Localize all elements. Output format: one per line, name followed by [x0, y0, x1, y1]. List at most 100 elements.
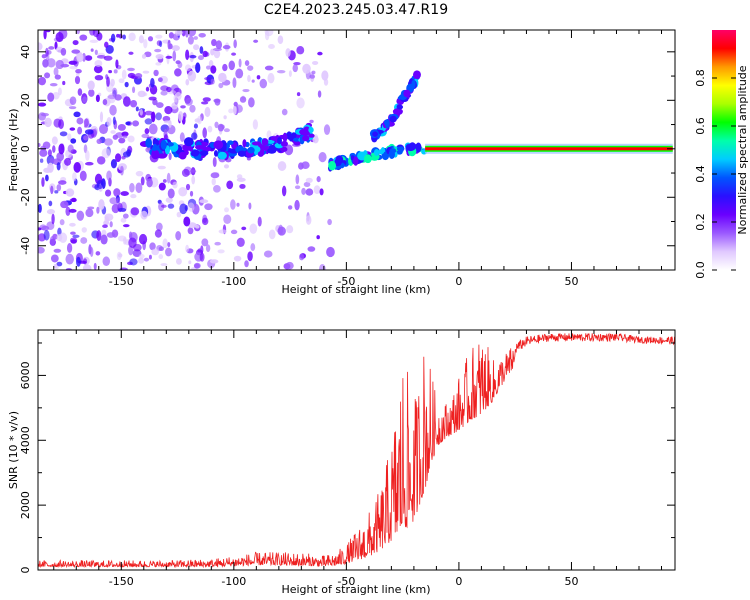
noise-blob	[223, 214, 232, 225]
snr-x-tick-label: -150	[109, 575, 134, 588]
colorbar-tick-label: 0.4	[694, 165, 707, 183]
noise-blob	[118, 207, 127, 212]
noise-blob	[38, 102, 47, 107]
noise-blob	[152, 98, 158, 106]
noise-blob	[116, 197, 121, 208]
noise-blob	[202, 97, 211, 102]
spectrogram-frame	[37, 29, 676, 271]
trace-blob	[247, 146, 255, 154]
noise-blob	[73, 162, 81, 173]
snr-y-tick-label: 0	[19, 567, 32, 574]
noise-blob	[321, 70, 329, 81]
noise-blob	[188, 260, 192, 265]
snr-plot-area	[38, 330, 675, 570]
noise-blob	[202, 50, 208, 58]
noise-blob	[247, 74, 251, 83]
noise-blob	[199, 252, 205, 262]
noise-blob	[64, 157, 72, 166]
noise-blob	[128, 51, 134, 55]
noise-blob	[162, 115, 171, 122]
noise-blob	[117, 123, 126, 131]
noise-blob	[143, 257, 150, 262]
noise-blob	[183, 216, 191, 227]
noise-blob	[135, 106, 139, 112]
noise-blob	[60, 47, 67, 56]
noise-blob	[76, 30, 81, 35]
noise-blob	[52, 145, 56, 153]
noise-blob	[130, 194, 137, 199]
noise-blob	[185, 97, 193, 106]
noise-blob	[38, 227, 42, 231]
noise-blob	[58, 119, 64, 130]
trace-blob	[237, 150, 247, 157]
noise-blob	[248, 202, 252, 210]
noise-blob	[187, 202, 195, 212]
noise-blob	[65, 188, 75, 197]
noise-blob	[151, 248, 160, 256]
trace-blob	[194, 144, 205, 150]
noise-blob	[286, 225, 294, 234]
noise-blob	[73, 111, 81, 118]
noise-blob	[224, 207, 229, 213]
noise-blob	[244, 260, 249, 268]
trace-blob	[145, 138, 153, 148]
noise-blob	[162, 238, 168, 249]
noise-blob	[45, 30, 51, 33]
noise-blob	[257, 216, 262, 227]
noise-blob	[106, 232, 116, 238]
trace-blob	[261, 138, 269, 146]
noise-blob	[77, 126, 83, 135]
noise-blob	[228, 108, 234, 114]
noise-blob	[233, 255, 242, 262]
noise-blob	[145, 86, 150, 92]
noise-blob	[236, 174, 243, 179]
noise-blob	[58, 232, 68, 244]
noise-blob	[165, 197, 173, 203]
noise-blob	[140, 210, 148, 220]
noise-blob	[166, 172, 171, 184]
noise-blob	[129, 99, 138, 108]
noise-blob	[147, 36, 154, 42]
noise-blob	[101, 148, 111, 159]
noise-blob	[131, 76, 138, 80]
spectrogram-y-tick-label: -40	[19, 237, 32, 255]
noise-blob	[102, 256, 111, 267]
noise-blob	[49, 83, 58, 87]
noise-blob	[94, 75, 104, 81]
noise-blob	[193, 123, 198, 129]
figure-title: C2E4.2023.245.03.47.R19	[264, 2, 448, 18]
noise-blob	[252, 119, 258, 130]
noise-blob	[210, 65, 217, 74]
noise-blob	[101, 229, 107, 237]
noise-blob	[226, 180, 234, 190]
noise-blob	[326, 246, 335, 258]
noise-blob	[122, 135, 128, 139]
noise-blob	[191, 175, 196, 185]
noise-blob	[307, 246, 316, 252]
noise-blob	[138, 257, 145, 264]
noise-blob	[82, 264, 92, 270]
noise-blob	[49, 235, 56, 246]
noise-blob	[95, 251, 101, 256]
noise-blob	[172, 50, 177, 62]
noise-blob	[211, 178, 216, 186]
noise-blob	[263, 250, 273, 258]
noise-blob	[155, 62, 162, 66]
snr-line	[38, 332, 675, 569]
noise-blob	[294, 185, 301, 190]
noise-blob	[109, 197, 118, 205]
noise-blob	[288, 70, 292, 78]
noise-blob	[118, 137, 126, 144]
noise-blob	[45, 47, 49, 57]
noise-blob	[253, 39, 259, 43]
noise-blob	[59, 219, 65, 226]
noise-blob	[303, 181, 311, 188]
noise-blob	[201, 238, 209, 247]
noise-blob	[65, 253, 74, 265]
noise-blob	[277, 161, 287, 171]
noise-blob	[135, 182, 143, 194]
noise-blob	[179, 203, 188, 215]
noise-blob	[69, 65, 78, 70]
noise-blob	[45, 174, 49, 182]
noise-blob	[249, 223, 258, 234]
